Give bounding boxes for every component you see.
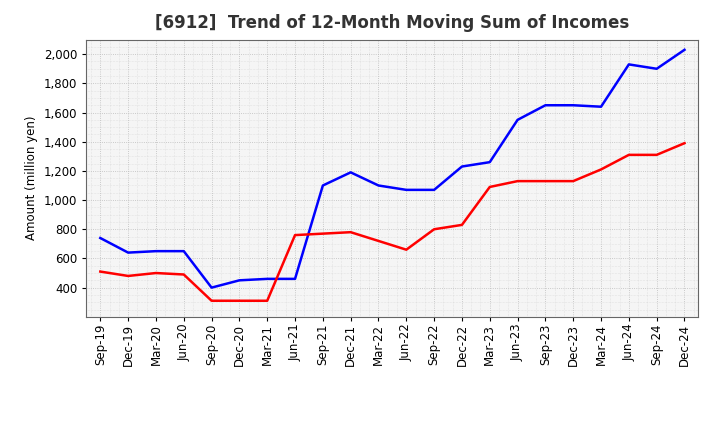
- Ordinary Income: [513, 117, 522, 122]
- Ordinary Income: [179, 249, 188, 254]
- Net Income: [152, 271, 161, 276]
- Net Income: [179, 272, 188, 277]
- Ordinary Income: [430, 187, 438, 193]
- Net Income: [124, 273, 132, 279]
- Net Income: [458, 222, 467, 227]
- Net Income: [597, 167, 606, 172]
- Net Income: [541, 179, 550, 184]
- Ordinary Income: [485, 160, 494, 165]
- Ordinary Income: [652, 66, 661, 71]
- Line: Ordinary Income: Ordinary Income: [100, 50, 685, 288]
- Net Income: [652, 152, 661, 158]
- Ordinary Income: [291, 276, 300, 282]
- Line: Net Income: Net Income: [100, 143, 685, 301]
- Net Income: [346, 230, 355, 235]
- Ordinary Income: [346, 170, 355, 175]
- Ordinary Income: [624, 62, 633, 67]
- Ordinary Income: [318, 183, 327, 188]
- Net Income: [235, 298, 243, 304]
- Ordinary Income: [569, 103, 577, 108]
- Ordinary Income: [680, 47, 689, 52]
- Ordinary Income: [152, 249, 161, 254]
- Net Income: [291, 232, 300, 238]
- Net Income: [569, 179, 577, 184]
- Net Income: [680, 140, 689, 146]
- Ordinary Income: [458, 164, 467, 169]
- Ordinary Income: [541, 103, 550, 108]
- Net Income: [318, 231, 327, 236]
- Net Income: [430, 227, 438, 232]
- Ordinary Income: [402, 187, 410, 193]
- Net Income: [96, 269, 104, 274]
- Net Income: [513, 179, 522, 184]
- Ordinary Income: [235, 278, 243, 283]
- Ordinary Income: [124, 250, 132, 255]
- Ordinary Income: [597, 104, 606, 110]
- Ordinary Income: [96, 235, 104, 241]
- Ordinary Income: [263, 276, 271, 282]
- Net Income: [402, 247, 410, 252]
- Net Income: [207, 298, 216, 304]
- Net Income: [624, 152, 633, 158]
- Net Income: [485, 184, 494, 190]
- Y-axis label: Amount (million yen): Amount (million yen): [25, 116, 38, 240]
- Ordinary Income: [207, 285, 216, 290]
- Net Income: [374, 238, 383, 244]
- Net Income: [263, 298, 271, 304]
- Ordinary Income: [374, 183, 383, 188]
- Title: [6912]  Trend of 12-Month Moving Sum of Incomes: [6912] Trend of 12-Month Moving Sum of I…: [156, 15, 629, 33]
